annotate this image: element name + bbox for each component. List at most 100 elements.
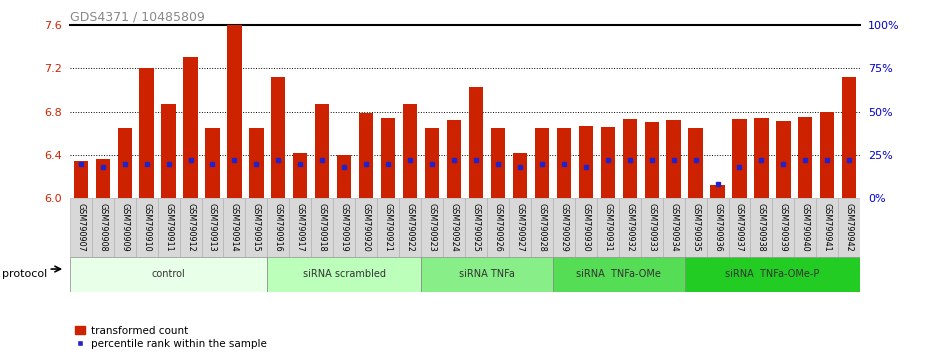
Bar <box>491 128 505 198</box>
Text: GDS4371 / 10485809: GDS4371 / 10485809 <box>70 11 205 24</box>
Bar <box>601 127 615 198</box>
Bar <box>447 120 461 198</box>
Bar <box>227 25 242 198</box>
Bar <box>136 198 157 257</box>
Bar <box>794 198 817 257</box>
Bar <box>337 155 352 198</box>
Bar <box>754 118 768 198</box>
Bar <box>512 153 527 198</box>
Text: GSM790932: GSM790932 <box>625 203 634 252</box>
Text: siRNA scrambled: siRNA scrambled <box>303 269 386 279</box>
Text: GSM790929: GSM790929 <box>559 203 568 252</box>
Text: GSM790920: GSM790920 <box>362 203 371 252</box>
Bar <box>425 128 439 198</box>
Bar <box>179 198 202 257</box>
Text: GSM790926: GSM790926 <box>494 203 502 252</box>
Bar <box>662 198 684 257</box>
Bar <box>688 128 703 198</box>
Text: GSM790907: GSM790907 <box>76 203 86 252</box>
Text: GSM790931: GSM790931 <box>604 203 612 252</box>
Bar <box>667 120 681 198</box>
Bar <box>202 198 223 257</box>
Bar <box>249 128 263 198</box>
Bar <box>421 257 552 292</box>
Bar <box>267 257 421 292</box>
Text: GSM790935: GSM790935 <box>691 203 700 252</box>
Text: protocol: protocol <box>2 269 47 279</box>
Bar <box>223 198 246 257</box>
Text: GSM790911: GSM790911 <box>164 203 173 252</box>
Bar <box>183 57 198 198</box>
Bar <box>773 198 794 257</box>
Bar <box>272 77 286 198</box>
Text: GSM790916: GSM790916 <box>273 203 283 252</box>
Text: GSM790915: GSM790915 <box>252 203 261 252</box>
Bar <box>531 198 552 257</box>
Text: GSM790927: GSM790927 <box>515 203 525 252</box>
Bar <box>552 198 575 257</box>
Bar <box>289 198 312 257</box>
Text: GSM790910: GSM790910 <box>142 203 151 252</box>
Text: control: control <box>152 269 185 279</box>
Bar <box>684 198 707 257</box>
Bar <box>838 198 860 257</box>
Bar <box>509 198 531 257</box>
Text: GSM790919: GSM790919 <box>339 203 349 252</box>
Text: GSM790909: GSM790909 <box>120 203 129 252</box>
Text: GSM790928: GSM790928 <box>538 203 546 252</box>
Bar <box>575 198 597 257</box>
Bar <box>777 121 790 198</box>
Bar <box>820 112 834 198</box>
Bar <box>333 198 355 257</box>
Text: siRNA  TNFa-OMe: siRNA TNFa-OMe <box>577 269 661 279</box>
Bar <box>552 257 684 292</box>
Text: siRNA  TNFa-OMe-P: siRNA TNFa-OMe-P <box>725 269 819 279</box>
Bar <box>728 198 751 257</box>
Text: siRNA TNFa: siRNA TNFa <box>459 269 515 279</box>
Bar <box>96 159 110 198</box>
Text: GSM790924: GSM790924 <box>449 203 458 252</box>
Text: GSM790933: GSM790933 <box>647 203 657 252</box>
Text: GSM790908: GSM790908 <box>99 203 107 252</box>
Text: GSM790939: GSM790939 <box>779 203 788 252</box>
Bar <box>557 128 571 198</box>
Bar <box>246 198 267 257</box>
Bar <box>843 77 857 198</box>
Bar <box>622 119 637 198</box>
Bar <box>465 198 487 257</box>
Text: GSM790938: GSM790938 <box>757 203 766 252</box>
Bar <box>535 128 549 198</box>
Bar <box>312 198 333 257</box>
Text: GSM790930: GSM790930 <box>581 203 591 252</box>
Bar <box>381 118 395 198</box>
Bar <box>267 198 289 257</box>
Bar <box>469 87 483 198</box>
Bar <box>421 198 443 257</box>
Bar <box>117 128 132 198</box>
Bar <box>140 68 153 198</box>
Bar <box>443 198 465 257</box>
Bar <box>641 198 662 257</box>
Text: GSM790923: GSM790923 <box>428 203 436 252</box>
Bar <box>817 198 838 257</box>
Bar <box>751 198 773 257</box>
Bar <box>92 198 113 257</box>
Bar <box>162 104 176 198</box>
Bar <box>355 198 378 257</box>
Bar <box>359 113 373 198</box>
Bar <box>798 117 813 198</box>
Text: GSM790913: GSM790913 <box>208 203 217 252</box>
Text: GSM790918: GSM790918 <box>318 203 326 252</box>
Bar <box>487 198 509 257</box>
Bar <box>403 104 418 198</box>
Text: GSM790940: GSM790940 <box>801 203 810 252</box>
Text: GSM790942: GSM790942 <box>844 203 854 252</box>
Text: GSM790921: GSM790921 <box>384 203 392 252</box>
Text: GSM790934: GSM790934 <box>669 203 678 252</box>
Bar <box>70 198 92 257</box>
Text: GSM790936: GSM790936 <box>713 203 722 252</box>
Text: GSM790922: GSM790922 <box>405 203 415 252</box>
Bar <box>315 104 329 198</box>
Bar <box>157 198 179 257</box>
Text: GSM790912: GSM790912 <box>186 203 195 252</box>
